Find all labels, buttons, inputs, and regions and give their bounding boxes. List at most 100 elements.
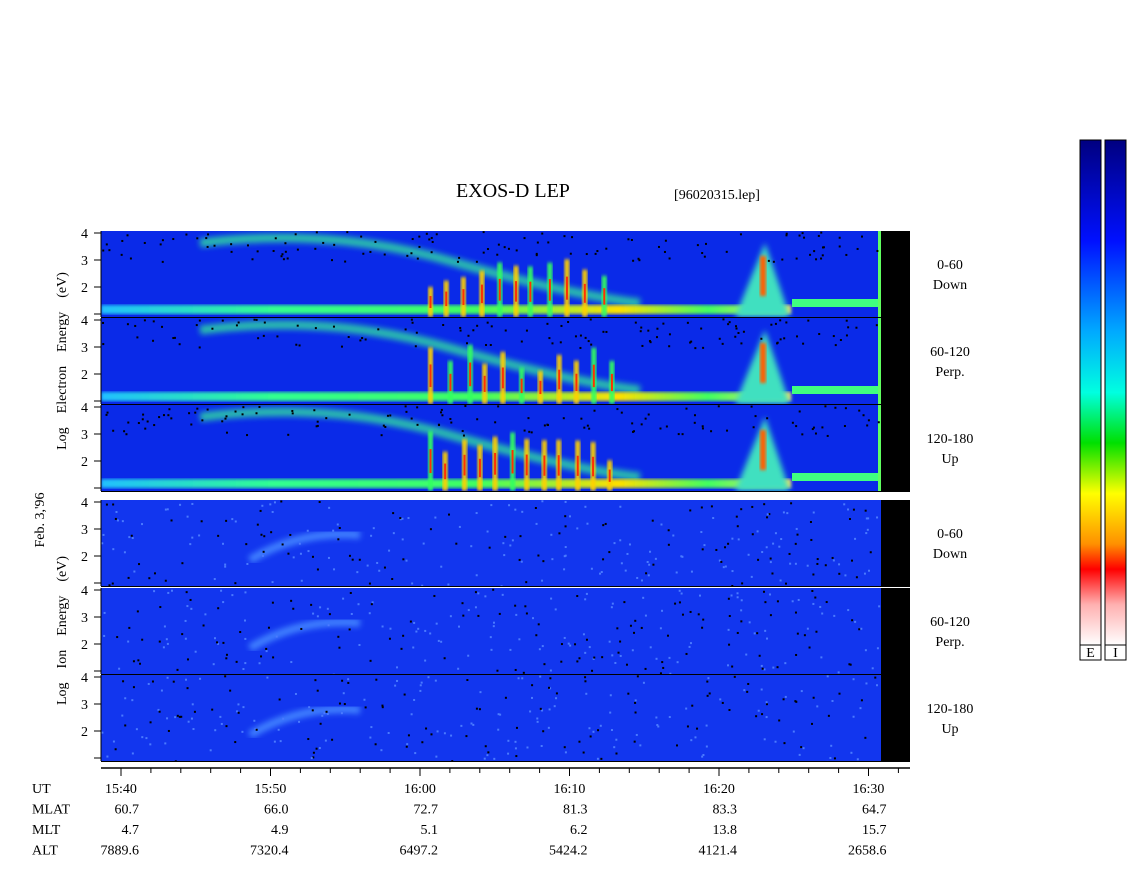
- noise: [614, 661, 617, 664]
- noise: [731, 584, 734, 586]
- noise: [258, 405, 261, 408]
- noise: [588, 427, 591, 430]
- noise: [213, 578, 216, 581]
- noise: [843, 503, 846, 506]
- noise: [834, 344, 837, 347]
- noise: [579, 346, 582, 349]
- noise: [554, 608, 557, 611]
- noise: [416, 257, 419, 260]
- noise: [731, 665, 734, 668]
- noise: [265, 647, 268, 650]
- peak-core: [760, 430, 766, 470]
- noise: [179, 503, 182, 506]
- noise: [791, 600, 794, 603]
- noise: [312, 612, 315, 615]
- noise: [286, 257, 289, 260]
- noise: [299, 552, 302, 555]
- noise: [701, 427, 704, 430]
- noise: [647, 413, 650, 416]
- row-value: 16:10: [554, 782, 586, 797]
- noise: [518, 638, 521, 641]
- noise: [706, 694, 709, 697]
- noise: [342, 692, 345, 695]
- noise: [380, 749, 383, 752]
- noise: [314, 679, 317, 682]
- noise: [126, 323, 129, 326]
- spike-core: [576, 455, 579, 476]
- noise: [225, 431, 228, 434]
- noise: [294, 692, 297, 695]
- noise: [372, 527, 375, 530]
- row-label: UT: [32, 782, 51, 797]
- noise: [584, 676, 587, 679]
- noise: [174, 760, 177, 761]
- noise: [551, 558, 554, 561]
- noise: [825, 601, 828, 604]
- noise: [258, 662, 261, 665]
- noise: [812, 602, 815, 605]
- noise: [659, 627, 662, 630]
- noise: [518, 558, 521, 561]
- direction-label: Up: [941, 722, 958, 737]
- spike-core: [592, 456, 595, 477]
- noise: [801, 232, 804, 235]
- noise: [132, 686, 135, 689]
- noise: [290, 661, 293, 664]
- noise: [681, 555, 684, 558]
- noise: [549, 677, 552, 680]
- y-axis-label-word: Energy: [55, 312, 70, 352]
- noise: [225, 519, 228, 522]
- noise: [531, 684, 534, 687]
- y-tick-label: 3: [81, 428, 88, 443]
- noise: [584, 680, 587, 683]
- noise: [678, 601, 681, 604]
- noise: [761, 551, 764, 554]
- noise: [255, 318, 258, 321]
- y-tick-label: 3: [81, 523, 88, 538]
- row-value: 81.3: [563, 803, 588, 818]
- noise: [794, 611, 797, 614]
- noise: [741, 582, 744, 585]
- noise: [158, 710, 161, 713]
- noise: [681, 433, 684, 436]
- noise: [292, 607, 295, 610]
- noise: [220, 589, 223, 592]
- noise: [641, 579, 644, 582]
- noise: [459, 326, 462, 329]
- noise: [263, 535, 266, 538]
- noise: [186, 687, 189, 690]
- noise: [213, 637, 216, 640]
- noise: [141, 736, 144, 739]
- noise: [503, 246, 506, 249]
- row-value: 72.7: [414, 803, 439, 818]
- row-value: 7320.4: [250, 844, 289, 859]
- noise: [659, 672, 662, 674]
- edge: [878, 405, 881, 491]
- spectrogram: [101, 405, 881, 491]
- noise: [855, 326, 858, 329]
- noise: [422, 542, 425, 545]
- spike-core: [483, 375, 486, 392]
- noise: [718, 337, 721, 340]
- colorbar-label: E: [1086, 646, 1095, 661]
- noise: [130, 534, 133, 537]
- row-value: 6497.2: [400, 844, 439, 859]
- y-tick-label: 4: [81, 496, 88, 511]
- noise: [399, 517, 402, 520]
- noise: [405, 410, 408, 413]
- noise: [644, 614, 647, 617]
- noise: [681, 613, 684, 616]
- spike-core: [610, 373, 613, 392]
- noise: [845, 253, 848, 256]
- noise: [127, 421, 130, 424]
- noise: [332, 673, 335, 674]
- noise: [437, 423, 440, 426]
- noise: [763, 503, 766, 506]
- noise: [838, 563, 841, 566]
- noise: [331, 259, 334, 262]
- noise: [676, 661, 679, 664]
- noise: [645, 572, 648, 575]
- noise: [440, 565, 443, 568]
- noise: [492, 588, 495, 591]
- noise: [668, 656, 671, 659]
